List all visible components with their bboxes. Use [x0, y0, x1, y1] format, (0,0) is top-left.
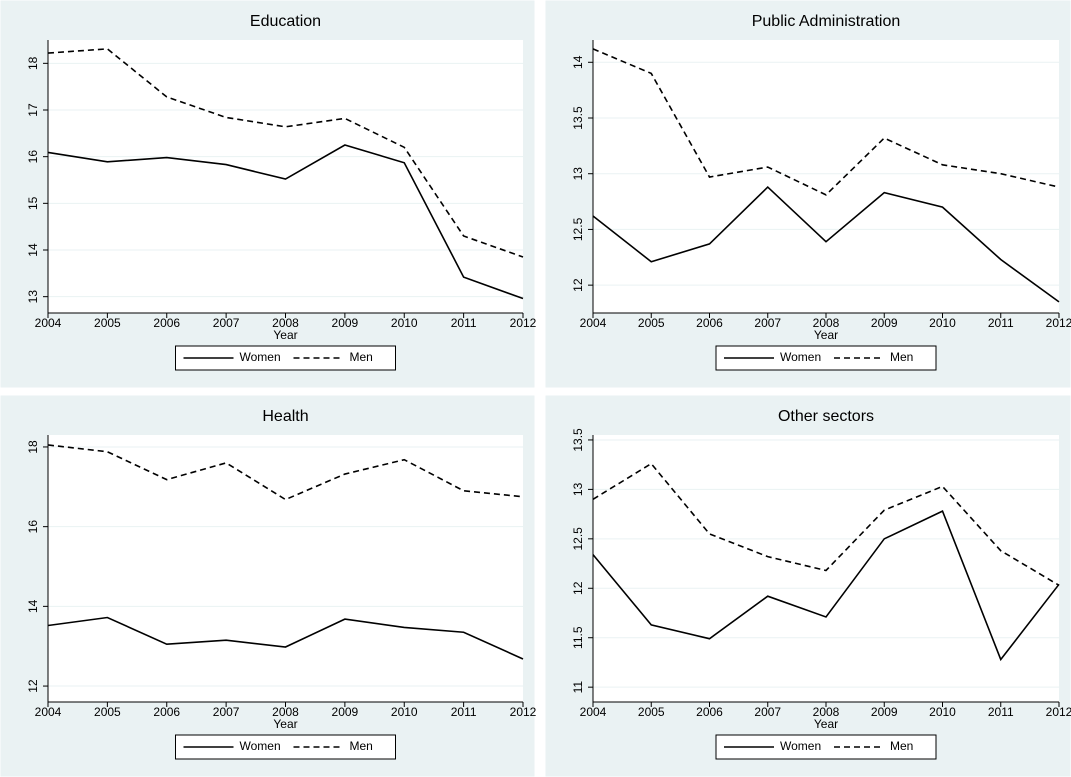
x-tick-label: 2005	[638, 316, 665, 330]
y-tick-label: 17	[26, 103, 40, 117]
y-tick-label: 14	[26, 599, 40, 613]
y-tick-label: 11	[571, 681, 585, 694]
y-tick-label: 13	[26, 290, 40, 304]
y-tick-label: 16	[26, 520, 40, 534]
y-tick-label: 12.5	[571, 217, 585, 241]
x-tick-label: 2005	[638, 705, 665, 719]
legend-label: Women	[780, 739, 821, 753]
x-axis-label: Year	[814, 717, 838, 731]
y-tick-label: 13.5	[571, 106, 585, 130]
x-tick-label: 2011	[988, 705, 1014, 719]
x-tick-label: 2010	[929, 316, 956, 330]
x-tick-label: 2010	[391, 705, 418, 719]
x-tick-label: 2006	[153, 316, 180, 330]
y-tick-label: 11.5	[571, 626, 585, 649]
y-tick-label: 18	[26, 440, 40, 454]
legend-label: Men	[890, 350, 913, 364]
legend-label: Men	[890, 739, 913, 753]
x-tick-label: 2008	[813, 316, 840, 330]
chart-title: Public Administration	[752, 13, 901, 30]
y-tick-label: 13	[571, 482, 585, 496]
x-tick-label: 2004	[35, 705, 62, 719]
x-axis-label: Year	[814, 328, 838, 342]
x-tick-label: 2008	[813, 705, 840, 719]
x-tick-label: 2011	[988, 316, 1014, 330]
x-tick-label: 2012	[510, 705, 537, 719]
legend-label: Women	[240, 739, 281, 753]
y-tick-label: 14	[26, 243, 40, 257]
chart-title: Health	[262, 408, 308, 425]
y-tick-label: 13.5	[571, 428, 585, 452]
y-tick-label: 13	[571, 167, 585, 181]
y-tick-label: 12.5	[571, 527, 585, 551]
plot-area	[48, 40, 523, 313]
y-tick-label: 15	[26, 196, 40, 210]
series-line	[47, 444, 524, 501]
chart-title: Education	[250, 13, 321, 30]
x-tick-label: 2007	[754, 316, 781, 330]
y-tick-label: 12	[26, 679, 40, 693]
x-tick-label: 2006	[696, 316, 723, 330]
x-tick-label: 2009	[871, 316, 898, 330]
legend-label: Women	[240, 350, 281, 364]
x-tick-label: 2010	[929, 705, 956, 719]
x-tick-label: 2009	[332, 316, 359, 330]
legend-label: Men	[350, 739, 373, 753]
series-line	[47, 48, 524, 258]
plot-area	[593, 435, 1059, 702]
x-tick-label: 2006	[696, 705, 723, 719]
x-tick-label: 2005	[94, 316, 121, 330]
x-tick-label: 2007	[754, 705, 781, 719]
x-tick-label: 2008	[272, 316, 299, 330]
chart-title: Other sectors	[778, 408, 874, 425]
x-tick-label: 2004	[580, 705, 607, 719]
x-axis-label: Year	[273, 717, 297, 731]
legend-label: Women	[780, 350, 821, 364]
x-tick-label: 2007	[213, 316, 240, 330]
x-tick-label: 2004	[580, 316, 607, 330]
x-tick-label: 2012	[1046, 316, 1071, 330]
x-tick-label: 2008	[272, 705, 299, 719]
y-tick-label: 18	[26, 56, 40, 70]
y-tick-label: 14	[571, 55, 585, 69]
x-tick-label: 2010	[391, 316, 418, 330]
x-tick-label: 2006	[153, 705, 180, 719]
series-line	[592, 510, 1060, 662]
x-tick-label: 2011	[451, 316, 477, 330]
plot-area	[593, 40, 1059, 313]
series-line	[592, 462, 1060, 586]
x-tick-label: 2011	[451, 705, 477, 719]
series-line	[592, 185, 1060, 303]
x-tick-label: 2012	[510, 316, 537, 330]
x-tick-label: 2012	[1046, 705, 1071, 719]
x-tick-label: 2007	[213, 705, 240, 719]
y-tick-label: 12	[571, 581, 585, 595]
y-tick-label: 12	[571, 278, 585, 292]
x-tick-label: 2009	[332, 705, 359, 719]
series-line	[47, 144, 524, 300]
x-axis-label: Year	[273, 328, 297, 342]
x-tick-label: 2005	[94, 705, 121, 719]
y-tick-label: 16	[26, 150, 40, 164]
legend-label: Men	[350, 350, 373, 364]
x-tick-label: 2009	[871, 705, 898, 719]
series-line	[592, 48, 1060, 196]
plot-area	[48, 435, 523, 702]
x-tick-label: 2004	[35, 316, 62, 330]
series-line	[47, 616, 524, 660]
